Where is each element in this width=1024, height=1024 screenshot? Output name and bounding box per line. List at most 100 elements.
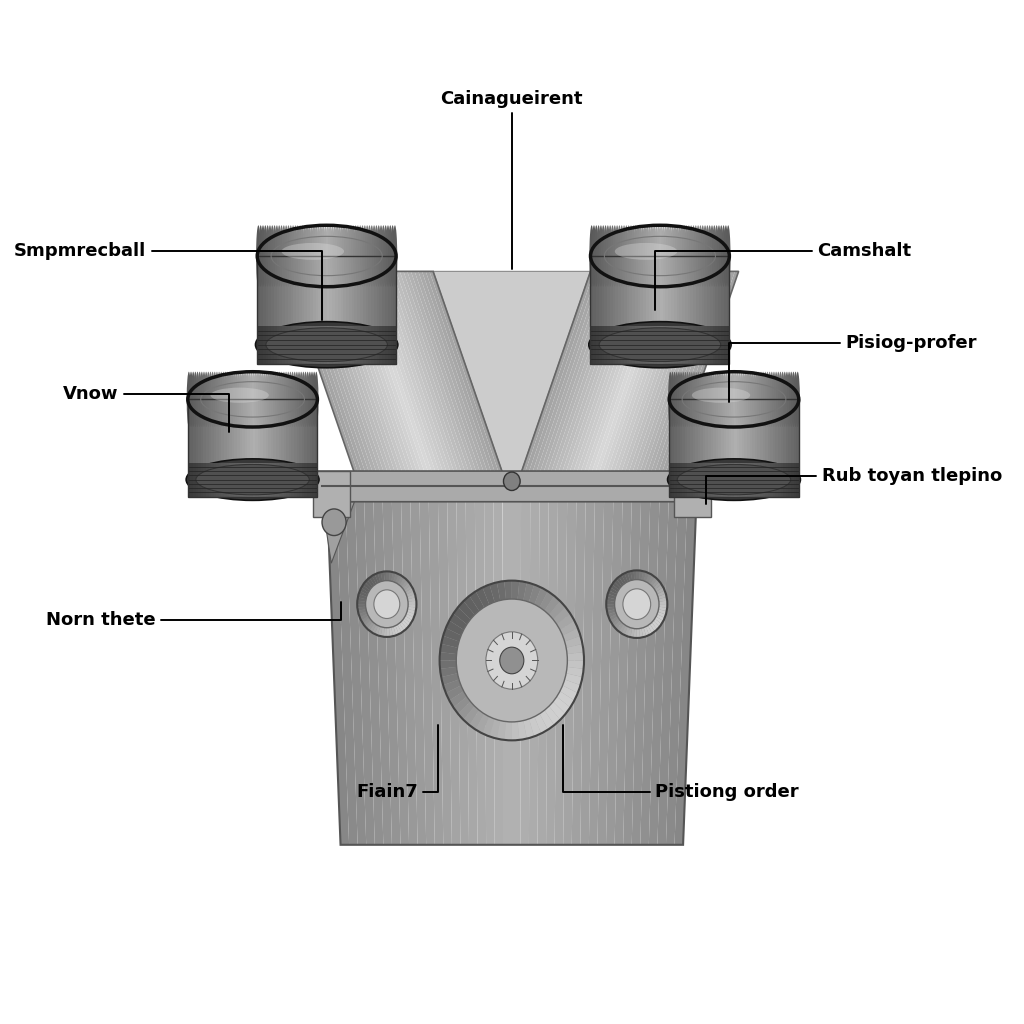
Bar bbox=[729, 463, 731, 497]
Ellipse shape bbox=[702, 372, 707, 427]
Ellipse shape bbox=[213, 372, 217, 427]
Bar bbox=[724, 256, 727, 364]
Polygon shape bbox=[336, 486, 357, 845]
Ellipse shape bbox=[772, 372, 776, 427]
Bar bbox=[596, 256, 599, 364]
Bar bbox=[270, 463, 273, 497]
Polygon shape bbox=[512, 596, 560, 660]
Bar bbox=[697, 463, 700, 497]
Ellipse shape bbox=[719, 225, 724, 287]
Polygon shape bbox=[387, 604, 417, 611]
Ellipse shape bbox=[204, 372, 208, 427]
Ellipse shape bbox=[219, 372, 223, 427]
Ellipse shape bbox=[682, 225, 686, 287]
Bar bbox=[638, 256, 640, 364]
Polygon shape bbox=[512, 660, 584, 677]
Bar bbox=[248, 463, 250, 497]
Bar bbox=[263, 326, 265, 364]
Ellipse shape bbox=[186, 372, 191, 427]
Polygon shape bbox=[355, 271, 433, 486]
Bar bbox=[677, 326, 679, 364]
Bar bbox=[758, 463, 760, 497]
Bar bbox=[724, 399, 726, 497]
Bar bbox=[734, 399, 736, 497]
Bar bbox=[659, 326, 663, 364]
Bar bbox=[770, 463, 773, 497]
Bar bbox=[219, 399, 221, 497]
Polygon shape bbox=[612, 604, 637, 627]
Text: Pisiog-profer: Pisiog-profer bbox=[729, 334, 977, 401]
Bar bbox=[687, 463, 690, 497]
Bar bbox=[377, 326, 380, 364]
Polygon shape bbox=[587, 271, 665, 486]
Polygon shape bbox=[609, 588, 637, 604]
Ellipse shape bbox=[282, 372, 286, 427]
Polygon shape bbox=[387, 574, 401, 604]
Polygon shape bbox=[622, 604, 637, 635]
Ellipse shape bbox=[186, 459, 319, 501]
Bar bbox=[243, 463, 245, 497]
Polygon shape bbox=[344, 271, 422, 486]
Ellipse shape bbox=[221, 372, 225, 427]
Ellipse shape bbox=[666, 225, 671, 287]
Polygon shape bbox=[387, 604, 409, 629]
Ellipse shape bbox=[692, 372, 696, 427]
Polygon shape bbox=[512, 660, 565, 720]
Bar bbox=[765, 463, 768, 497]
Ellipse shape bbox=[326, 225, 330, 287]
Ellipse shape bbox=[335, 225, 339, 287]
Polygon shape bbox=[637, 604, 652, 635]
Bar bbox=[770, 399, 773, 497]
Text: Norn thete: Norn thete bbox=[46, 602, 341, 629]
Ellipse shape bbox=[683, 372, 687, 427]
Polygon shape bbox=[443, 660, 512, 693]
Bar bbox=[670, 399, 672, 497]
Bar bbox=[351, 256, 354, 364]
Ellipse shape bbox=[786, 372, 792, 427]
Polygon shape bbox=[635, 271, 713, 486]
Polygon shape bbox=[602, 271, 679, 486]
Ellipse shape bbox=[753, 372, 757, 427]
Polygon shape bbox=[370, 271, 447, 486]
Polygon shape bbox=[482, 585, 512, 660]
Ellipse shape bbox=[652, 225, 656, 287]
Bar bbox=[630, 256, 632, 364]
Ellipse shape bbox=[763, 372, 767, 427]
Polygon shape bbox=[637, 601, 668, 604]
Ellipse shape bbox=[202, 372, 206, 427]
Polygon shape bbox=[387, 583, 411, 604]
Ellipse shape bbox=[700, 225, 706, 287]
Polygon shape bbox=[337, 271, 415, 486]
Polygon shape bbox=[512, 585, 541, 660]
Polygon shape bbox=[535, 271, 612, 486]
Ellipse shape bbox=[293, 372, 297, 427]
Polygon shape bbox=[387, 604, 417, 607]
Ellipse shape bbox=[759, 372, 763, 427]
Polygon shape bbox=[387, 594, 416, 604]
Polygon shape bbox=[293, 271, 370, 486]
Polygon shape bbox=[429, 271, 507, 486]
Ellipse shape bbox=[270, 225, 274, 287]
Ellipse shape bbox=[388, 225, 392, 287]
Polygon shape bbox=[637, 604, 657, 632]
Polygon shape bbox=[387, 597, 417, 604]
Bar bbox=[666, 326, 669, 364]
Polygon shape bbox=[614, 604, 637, 630]
Polygon shape bbox=[384, 571, 387, 604]
Bar bbox=[713, 326, 716, 364]
Bar bbox=[265, 326, 268, 364]
Polygon shape bbox=[457, 486, 469, 845]
Polygon shape bbox=[650, 271, 727, 486]
Bar bbox=[727, 256, 729, 364]
Polygon shape bbox=[351, 271, 429, 486]
Bar bbox=[607, 256, 610, 364]
Ellipse shape bbox=[301, 372, 305, 427]
Ellipse shape bbox=[381, 225, 386, 287]
Bar bbox=[287, 399, 289, 497]
Ellipse shape bbox=[368, 225, 372, 287]
Ellipse shape bbox=[215, 372, 219, 427]
Circle shape bbox=[366, 581, 409, 628]
Ellipse shape bbox=[188, 372, 194, 427]
Bar bbox=[659, 256, 663, 364]
Bar bbox=[666, 256, 669, 364]
